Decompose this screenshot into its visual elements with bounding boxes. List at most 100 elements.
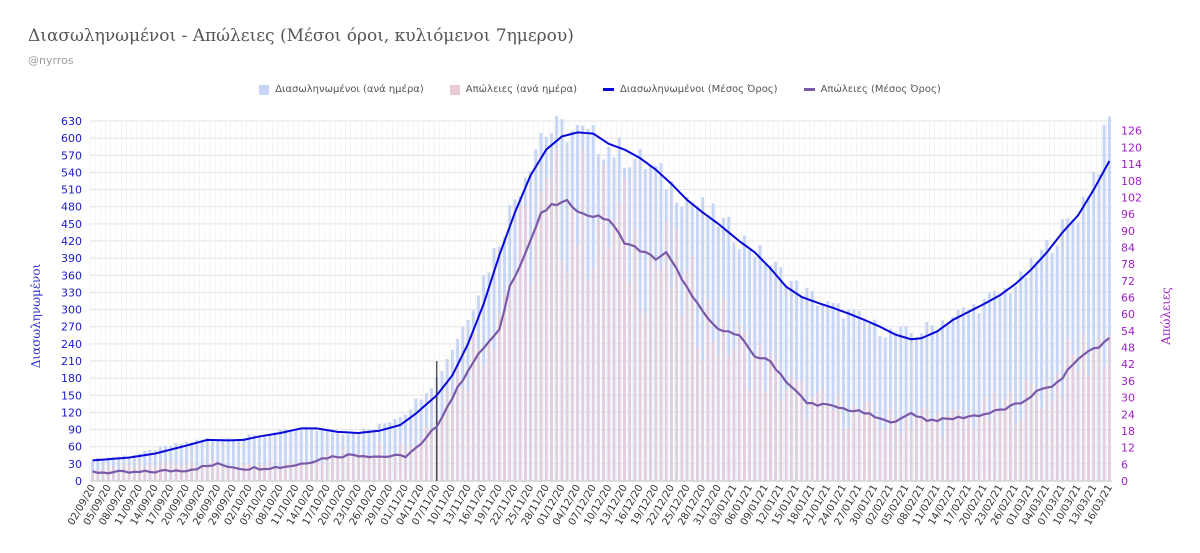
y-right-tick-label: 42: [1121, 358, 1135, 371]
bar-deaths-daily: [195, 467, 199, 481]
bar-deaths-daily: [670, 288, 673, 481]
y-left-tick-label: 390: [61, 252, 82, 265]
bar-deaths-daily: [706, 298, 710, 481]
legend-label-intubated-avg: Διασωληνωμένοι (Μέσος Όρος): [620, 84, 778, 95]
y-right-tick-label: 12: [1121, 442, 1135, 455]
bar-deaths-daily: [592, 268, 595, 481]
bar-deaths-daily: [696, 346, 699, 481]
bar-deaths-daily: [686, 270, 689, 481]
bar-deaths-daily: [905, 416, 908, 481]
y-left-tick-label: 300: [61, 304, 82, 317]
bar-deaths-daily: [477, 347, 480, 481]
bar-deaths-daily: [576, 245, 579, 481]
bar-intubated-daily: [1014, 286, 1017, 481]
bar-deaths-daily: [409, 445, 412, 481]
bar-intubated-daily: [1087, 196, 1090, 481]
bar-deaths-daily: [858, 413, 861, 481]
legend-item-deaths-daily[interactable]: Απώλειες (ανά ημέρα): [449, 84, 577, 95]
bar-deaths-daily: [289, 461, 293, 481]
legend-swatch-deaths-avg: [803, 88, 815, 91]
bar-deaths-daily: [519, 205, 522, 481]
y-right-tick-label: 78: [1121, 258, 1135, 271]
bar-intubated-daily: [1034, 261, 1038, 481]
bar-deaths-daily: [221, 466, 225, 481]
legend-item-intubated-daily[interactable]: Διασωληνωμένοι (ανά ημέρα): [259, 84, 424, 95]
bar-intubated-daily: [299, 429, 303, 481]
bar-intubated-daily: [372, 428, 376, 481]
bar-deaths-daily: [112, 466, 115, 481]
bar-intubated-daily: [273, 432, 277, 481]
bar-deaths-daily: [550, 178, 553, 481]
legend-item-deaths-avg[interactable]: Απώλειες (Μέσος Όρος): [803, 84, 941, 95]
bar-intubated-daily: [883, 337, 887, 481]
legend-item-intubated-avg[interactable]: Διασωληνωμένοι (Μέσος Όρος): [603, 84, 778, 95]
grid: [89, 120, 1112, 482]
bar-intubated-daily: [284, 429, 287, 481]
bar-deaths-daily: [717, 354, 720, 481]
bar-intubated-daily: [982, 298, 986, 481]
bar-deaths-daily: [404, 449, 407, 481]
bar-deaths-daily: [487, 341, 491, 481]
y-left-tick-label: 600: [61, 132, 82, 145]
bar-deaths-daily: [232, 468, 235, 481]
deaths-daily-bars: [91, 146, 1111, 482]
bar-deaths-daily: [748, 389, 751, 481]
bar-intubated-daily: [826, 300, 830, 481]
bar-deaths-daily: [1051, 399, 1054, 481]
bar-deaths-daily: [414, 445, 418, 481]
bar-intubated-daily: [711, 203, 715, 482]
bar-intubated-daily: [847, 309, 851, 481]
bar-intubated-daily: [862, 318, 866, 481]
bar-intubated-daily: [1107, 116, 1111, 482]
bar-deaths-daily: [779, 398, 783, 481]
bar-deaths-daily: [972, 428, 976, 481]
bar-deaths-daily: [534, 226, 538, 481]
average-lines: [92, 131, 1111, 475]
legend-label-deaths-avg: Απώλειες (Μέσος Όρος): [820, 84, 941, 95]
bar-deaths-daily: [1061, 397, 1064, 481]
bar-deaths-daily: [680, 315, 684, 481]
bar-intubated-daily: [221, 438, 225, 481]
bar-deaths-daily: [957, 410, 960, 481]
bar-deaths-daily: [623, 178, 626, 482]
bar-deaths-daily: [305, 464, 308, 481]
bar-deaths-daily: [633, 229, 637, 481]
bar-intubated-daily: [252, 434, 256, 481]
bar-intubated-daily: [915, 337, 918, 481]
bar-deaths-daily: [941, 437, 944, 481]
bar-deaths-daily: [461, 388, 465, 481]
bar-intubated-daily: [894, 331, 898, 481]
bar-deaths-daily: [910, 427, 913, 481]
bar-intubated-daily: [888, 328, 892, 481]
bar-intubated-daily: [852, 309, 856, 481]
bar-deaths-daily: [878, 429, 882, 481]
bar-deaths-daily: [451, 404, 454, 481]
bar-deaths-daily: [1108, 334, 1111, 481]
bar-deaths-daily: [675, 229, 678, 481]
bar-deaths-daily: [503, 293, 506, 481]
bar-deaths-daily: [899, 433, 903, 481]
bar-deaths-daily: [102, 468, 105, 481]
bar-deaths-daily: [201, 466, 204, 481]
bar-deaths-daily: [618, 204, 621, 482]
bar-intubated-daily: [278, 429, 282, 481]
bar-deaths-daily: [1004, 398, 1007, 481]
bar-deaths-daily: [701, 360, 704, 481]
bar-intubated-daily: [143, 450, 147, 481]
bar-deaths-daily: [529, 285, 532, 481]
y-right-tick-label: 114: [1121, 158, 1142, 171]
bar-deaths-daily: [1030, 384, 1033, 481]
y-right-tick-label: 24: [1121, 408, 1135, 421]
bar-deaths-daily: [795, 381, 798, 481]
bar-deaths-daily: [425, 426, 428, 481]
bar-deaths-daily: [394, 454, 397, 481]
bar-deaths-daily: [446, 389, 449, 481]
bar-deaths-daily: [1077, 372, 1080, 481]
bar-intubated-daily: [153, 450, 157, 481]
bar-intubated-daily: [941, 320, 944, 481]
bar-intubated-daily: [1092, 171, 1096, 481]
bar-intubated-daily: [190, 442, 194, 481]
bar-deaths-daily: [785, 389, 788, 481]
bar-deaths-daily: [216, 462, 220, 481]
bar-deaths-daily: [920, 407, 923, 481]
